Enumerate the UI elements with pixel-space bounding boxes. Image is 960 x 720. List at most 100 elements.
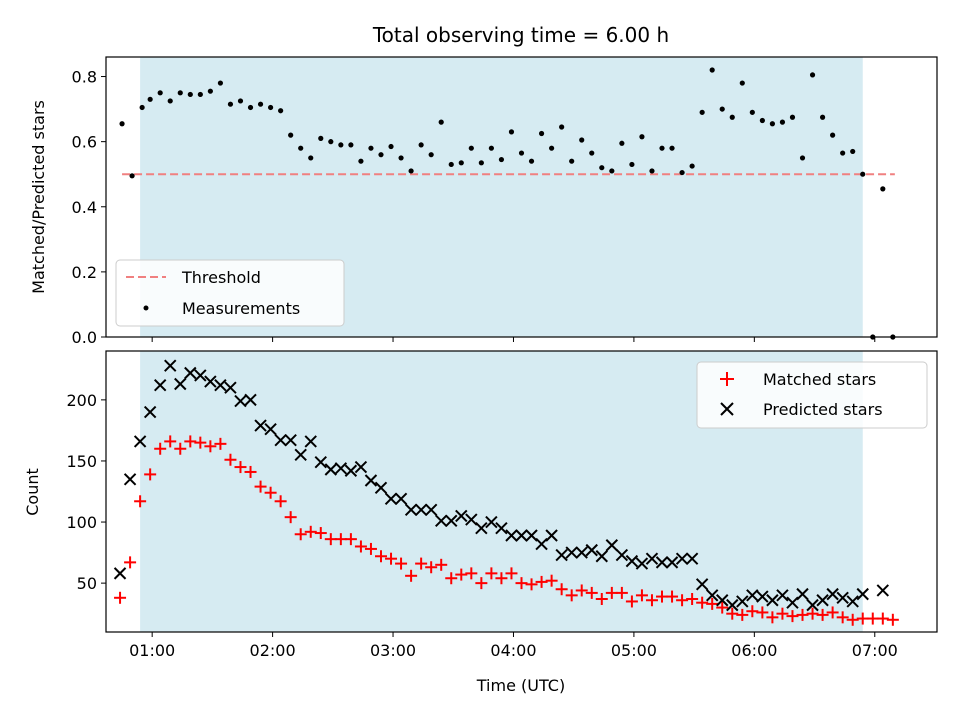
matched-stars-point [605,586,618,599]
matched-stars-point [164,435,177,448]
predicted-stars-point [184,366,197,380]
measurement-point [799,155,806,161]
matched-stars-point [816,608,829,621]
matched-stars-point [314,527,327,540]
matched-stars-point [254,480,267,493]
measurement-point [119,121,125,127]
predicted-stars-point [294,448,307,462]
matched-stars-point [826,606,839,619]
predicted-stars-point [143,405,157,419]
measurement-point [709,67,715,73]
predicted-stars-point [324,463,338,476]
matched-stars-point [866,612,879,625]
matched-stars-point [666,590,679,603]
measurement-point [207,88,213,94]
predicted-stars-point [856,587,869,601]
measurement-point [428,152,434,158]
predicted-stars-point [113,567,127,580]
predicted-stars-point [675,552,689,565]
top-legend: Threshold Measurements [115,259,345,327]
predicted-stars-point [364,474,378,487]
predicted-stars-point [685,552,699,565]
matched-stars-point [595,593,608,606]
predicted-stars-point [384,492,398,506]
predicted-stars-point [716,594,729,607]
measurement-point [458,160,464,166]
matched-stars-point [455,568,468,581]
measurement-point [348,142,354,148]
measurement-point [589,150,595,156]
top-y-tick-label: 0.0 [72,328,97,347]
measurement-point [679,169,685,176]
matched-stars-point [656,590,669,603]
matched-stars-point [184,435,197,448]
measurement-point [308,155,314,161]
top-y-tick-label: 0.2 [72,263,97,282]
predicted-stars-point [475,521,488,535]
predicted-stars-point [736,595,749,608]
legend-matched-label: Matched stars [763,370,876,389]
matched-stars-point [485,567,498,580]
predicted-stars-point [615,548,629,562]
predicted-stars-point [846,595,859,608]
measurement-point [338,142,344,148]
bottom-x-tick-label: 02:00 [250,641,296,660]
predicted-stars-point [806,598,819,612]
legend-predicted-label: Predicted stars [763,400,883,419]
matched-stars-point [565,589,578,602]
predicted-stars-point [786,596,799,609]
measurement-point [609,168,615,174]
predicted-stars-point [274,433,287,447]
matched-stars-point [214,437,227,450]
measurement-point [789,114,796,120]
predicted-stars-point [234,394,247,408]
predicted-stars-point [565,546,578,559]
matched-stars-point [234,461,247,474]
bottom-x-tick-label: 03:00 [370,641,416,660]
measurement-point [860,171,866,177]
legend-threshold-label: Threshold [181,268,261,287]
top-y-tick-label: 0.4 [72,198,97,217]
predicted-stars-point [344,464,358,477]
top-axes-frame [105,56,938,338]
predicted-stars-point [655,556,669,569]
measurement-point [488,145,494,151]
predicted-stars-point [264,422,277,436]
measurement-point [398,155,404,161]
bottom-x-tick-label: 04:00 [490,641,536,660]
matched-stars-point [354,540,367,553]
matched-stars-point [174,442,187,455]
predicted-stars-point [505,529,518,542]
bottom-y-tick-label: 50 [77,574,97,593]
matched-stars-point [344,533,357,546]
predicted-stars-point [595,550,608,563]
measurement-point [830,132,836,138]
bottom-axes-frame [105,350,938,633]
matched-stars-point [284,511,297,524]
matched-stars-point [294,528,307,541]
measurement-point [217,80,224,86]
matched-stars-point [244,465,257,478]
matched-stars-point [224,453,237,466]
matched-stars-point [525,578,538,591]
matched-stars-point [746,605,759,618]
matched-stars-point [756,606,769,619]
measurement-point [749,109,755,115]
measurement-point [197,91,203,98]
predicted-stars-point [625,554,639,568]
predicted-stars-point [455,509,468,523]
measurement-point [639,134,645,140]
matched-stars-series [114,435,899,626]
measurement-point [669,145,675,151]
measurement-point [629,161,635,168]
predicted-stars-point [314,455,327,469]
bottom-y-tick-label: 200 [66,391,97,410]
matched-stars-point [876,612,889,625]
measurement-point [167,98,173,104]
matched-stars-point [786,610,799,623]
measurement-point [769,121,776,127]
measurement-point [518,150,525,156]
chart-title: Total observing time = 6.00 h [372,23,669,47]
matched-stars-point [625,595,638,608]
